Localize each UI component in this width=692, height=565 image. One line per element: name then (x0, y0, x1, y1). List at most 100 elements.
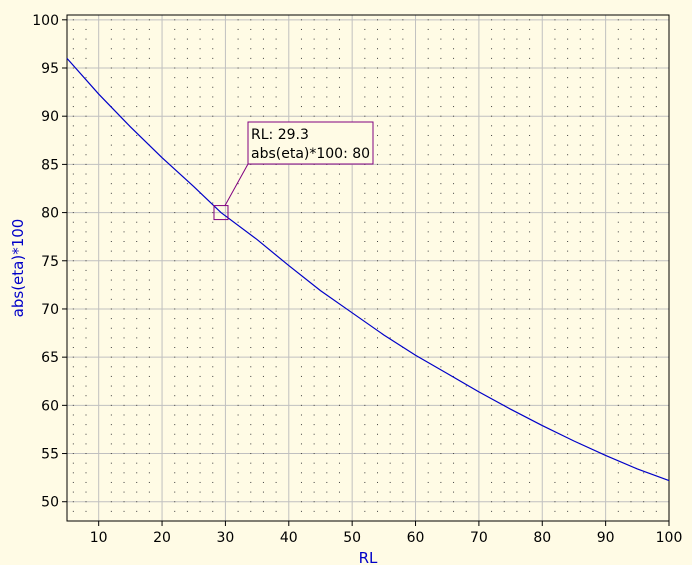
grid-dot (148, 269, 150, 271)
grid-dot (110, 144, 112, 146)
grid-dot (313, 48, 315, 50)
grid-dot (364, 28, 366, 30)
grid-dot (440, 202, 442, 204)
grid-dot (275, 395, 277, 397)
grid-dot (110, 501, 112, 503)
grid-dot (148, 57, 150, 59)
grid-dot (554, 38, 556, 40)
grid-dot (592, 424, 594, 426)
grid-dot (85, 395, 87, 397)
grid-dot (123, 173, 125, 175)
grid-dot (389, 183, 391, 185)
grid-dot (630, 115, 632, 117)
grid-dot (313, 57, 315, 59)
grid-dot (136, 250, 138, 252)
grid-dot (250, 501, 252, 503)
grid-dot (186, 96, 188, 98)
grid-dot (377, 433, 379, 435)
grid-dot (579, 260, 581, 262)
grid-dot (592, 481, 594, 483)
grid-dot (465, 48, 467, 50)
grid-dot (148, 279, 150, 281)
grid-dot (148, 250, 150, 252)
grid-dot (186, 144, 188, 146)
grid-dot (275, 279, 277, 281)
grid-dot (326, 67, 328, 69)
grid-dot (300, 260, 302, 262)
grid-dot (148, 86, 150, 88)
grid-dot (655, 38, 657, 40)
grid-dot (453, 144, 455, 146)
grid-dot (617, 462, 619, 464)
grid-dot (427, 57, 429, 59)
marker-label-box (247, 121, 374, 165)
grid-dot (402, 289, 404, 291)
grid-dot (503, 308, 505, 310)
grid-dot (630, 366, 632, 368)
grid-dot (212, 96, 214, 98)
grid-dot (72, 414, 74, 416)
grid-dot (123, 481, 125, 483)
grid-dot (592, 77, 594, 79)
grid-dot (110, 48, 112, 50)
grid-dot (440, 38, 442, 40)
grid-dot (529, 163, 531, 165)
grid-dot (338, 279, 340, 281)
grid-dot (338, 356, 340, 358)
grid-dot (123, 414, 125, 416)
grid-dot (453, 96, 455, 98)
grid-dot (503, 86, 505, 88)
grid-dot (516, 501, 518, 503)
grid-dot (491, 269, 493, 271)
grid-dot (503, 28, 505, 30)
grid-dot (491, 395, 493, 397)
grid-dot (85, 192, 87, 194)
grid-dot (630, 154, 632, 156)
grid-dot (453, 173, 455, 175)
grid-dot (72, 404, 74, 406)
grid-dot (377, 183, 379, 185)
grid-dot (199, 443, 201, 445)
grid-dot (123, 279, 125, 281)
grid-dot (377, 250, 379, 252)
marker-point-box[interactable] (213, 205, 229, 221)
grid-dot (655, 231, 657, 233)
grid-dot (174, 337, 176, 339)
grid-dot (377, 481, 379, 483)
grid-dot (465, 308, 467, 310)
grid-dot (516, 269, 518, 271)
grid-dot (491, 356, 493, 358)
grid-dot (326, 424, 328, 426)
grid-dot (655, 77, 657, 79)
grid-dot (326, 48, 328, 50)
grid-dot (389, 77, 391, 79)
grid-dot (199, 366, 201, 368)
grid-dot (567, 202, 569, 204)
grid-dot (199, 385, 201, 387)
grid-dot (237, 318, 239, 320)
grid-dot (300, 356, 302, 358)
grid-dot (579, 96, 581, 98)
grid-dot (212, 250, 214, 252)
grid-dot (491, 240, 493, 242)
grid-dot (237, 192, 239, 194)
grid-dot (453, 318, 455, 320)
grid-dot (389, 48, 391, 50)
grid-dot (655, 356, 657, 358)
grid-dot (389, 472, 391, 474)
grid-dot (503, 183, 505, 185)
grid-dot (250, 106, 252, 108)
grid-dot (377, 19, 379, 21)
grid-dot (592, 510, 594, 512)
grid-dot (554, 462, 556, 464)
grid-dot (529, 57, 531, 59)
grid-dot (85, 38, 87, 40)
grid-dot (262, 183, 264, 185)
grid-dot (554, 366, 556, 368)
grid-dot (453, 443, 455, 445)
grid-dot (643, 318, 645, 320)
grid-dot (440, 260, 442, 262)
grid-dot (148, 510, 150, 512)
grid-dot (529, 395, 531, 397)
grid-dot (123, 67, 125, 69)
